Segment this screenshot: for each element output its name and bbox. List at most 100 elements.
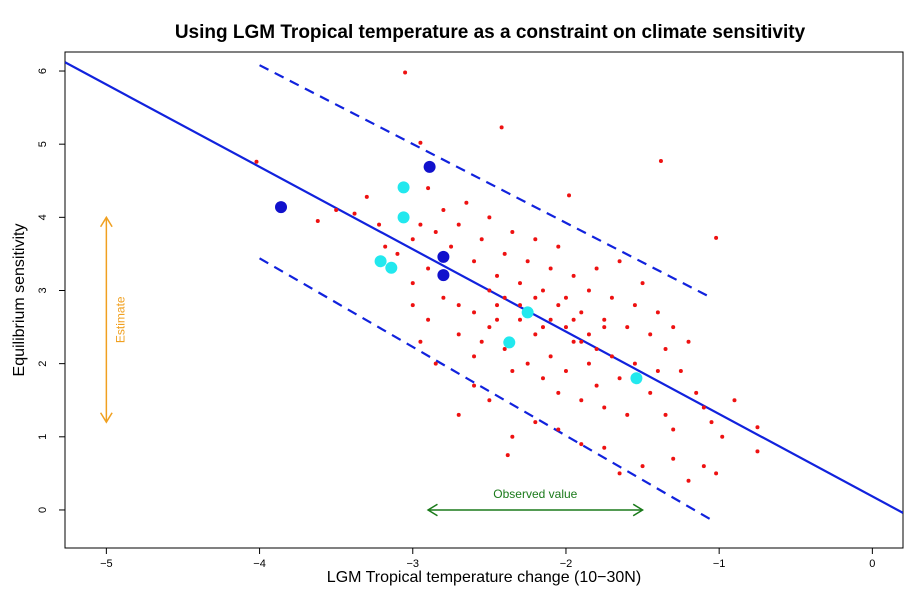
fit-line (259, 64, 713, 299)
point (556, 427, 561, 432)
point (732, 398, 737, 403)
x-tick-label: −2 (560, 558, 573, 570)
point (556, 390, 561, 395)
point (540, 376, 545, 381)
point (686, 339, 691, 344)
point (556, 303, 561, 308)
point (701, 464, 706, 469)
point (714, 471, 719, 476)
y-tick-label: 1 (37, 434, 49, 440)
point (397, 211, 410, 224)
point (579, 442, 584, 447)
point (377, 222, 382, 227)
point (472, 354, 477, 359)
point (433, 361, 438, 366)
point (410, 303, 415, 308)
point (437, 269, 450, 282)
point (441, 208, 446, 213)
point (694, 390, 699, 395)
point (720, 434, 725, 439)
point (426, 266, 431, 271)
point (364, 194, 369, 199)
point (315, 218, 320, 223)
point (437, 250, 450, 263)
point (602, 317, 607, 322)
point (602, 405, 607, 410)
point (586, 332, 591, 337)
point (456, 222, 461, 227)
point (479, 339, 484, 344)
point (556, 244, 561, 249)
point (709, 420, 714, 425)
point (609, 354, 614, 359)
point (617, 471, 622, 476)
point (525, 259, 530, 264)
point (441, 295, 446, 300)
x-tick-label: −5 (100, 558, 113, 570)
point (410, 281, 415, 286)
point (640, 464, 645, 469)
plot-area (65, 61, 903, 523)
point (533, 332, 538, 337)
x-tick-label: −4 (253, 558, 266, 570)
point (625, 325, 630, 330)
point (426, 317, 431, 322)
point (495, 273, 500, 278)
y-tick-label: 6 (37, 68, 49, 74)
point (383, 244, 388, 249)
point (472, 383, 477, 388)
point (487, 398, 492, 403)
point (540, 288, 545, 293)
point (579, 398, 584, 403)
point (671, 456, 676, 461)
point (671, 427, 676, 432)
point (632, 303, 637, 308)
point (254, 159, 259, 164)
point (374, 255, 387, 268)
point (456, 332, 461, 337)
point (275, 201, 288, 214)
annotation-text: Estimate (114, 296, 128, 343)
point (567, 193, 572, 198)
point (701, 405, 706, 410)
point (658, 159, 663, 164)
point (571, 317, 576, 322)
point (586, 361, 591, 366)
y-tick-label: 5 (37, 141, 49, 147)
point (686, 478, 691, 483)
annotation-text: Observed value (493, 487, 577, 501)
point (395, 251, 400, 256)
point (502, 295, 507, 300)
point (655, 368, 660, 373)
point (510, 229, 515, 234)
point (594, 383, 599, 388)
point (594, 347, 599, 352)
point (403, 70, 408, 75)
point (632, 361, 637, 366)
fit-line (65, 61, 903, 514)
point (609, 295, 614, 300)
point (755, 449, 760, 454)
point (586, 288, 591, 293)
point (487, 215, 492, 220)
point (617, 259, 622, 264)
y-tick-label: 3 (37, 287, 49, 293)
x-tick-label: 0 (869, 558, 875, 570)
point (714, 235, 719, 240)
point (521, 306, 534, 319)
point (518, 281, 523, 286)
point (563, 295, 568, 300)
point (433, 229, 438, 234)
point (505, 453, 510, 458)
point (423, 160, 436, 173)
point (456, 412, 461, 417)
point (410, 237, 415, 242)
point (602, 445, 607, 450)
point (418, 222, 423, 227)
point (602, 325, 607, 330)
point (617, 376, 622, 381)
point (625, 412, 630, 417)
point (533, 420, 538, 425)
